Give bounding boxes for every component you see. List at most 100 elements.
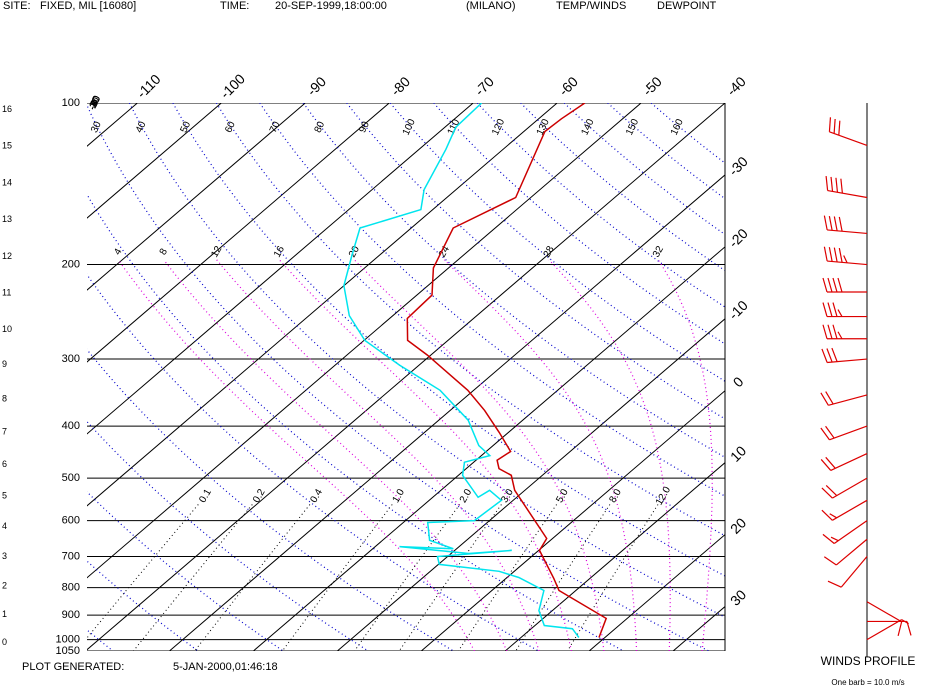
barb-stroke [822, 324, 828, 339]
dry-adiabat-label: 10 [88, 95, 103, 110]
isotherm-label: -80 [387, 73, 413, 99]
barb-stroke [830, 176, 834, 192]
isotherm-label: -110 [133, 71, 164, 102]
mixing-ratio-line [566, 504, 659, 651]
dry-adiabat [87, 193, 624, 651]
wind-barb [822, 324, 867, 340]
dry-adiabat [87, 273, 539, 651]
wind-barb [823, 246, 868, 266]
barb-stroke [822, 533, 835, 544]
barb-stroke [832, 302, 838, 317]
site: FIXED, MIL [16080] [40, 0, 136, 12]
dry-adiabat [607, 103, 725, 200]
y-tick-label: 1000 [56, 634, 80, 646]
barb-stroke [823, 215, 828, 231]
footer-time: 5-JAN-2000,01:46:18 [173, 661, 278, 673]
barb-stroke [832, 277, 838, 293]
barb-stroke [820, 392, 829, 406]
barb-stroke [827, 189, 868, 199]
moist-adiabat [548, 259, 671, 651]
wind-barb [866, 601, 903, 637]
mixing-ratio-line [281, 504, 393, 651]
plot-background [87, 103, 725, 651]
wind-barb [866, 619, 909, 641]
height-label: 12 [2, 251, 12, 261]
wind-barb [822, 302, 867, 318]
barb-stroke [828, 215, 833, 231]
barb-stroke [828, 117, 832, 132]
wind-barb [821, 477, 868, 499]
barb-stroke [827, 302, 833, 317]
dry-adiabat-label: 0 [89, 98, 102, 108]
time: 20-SEP-1999,18:00:00 [275, 0, 387, 12]
wind-note: One barb = 10.0 m/s [831, 678, 904, 687]
barb-stroke [823, 246, 828, 262]
y-tick-label: 800 [62, 582, 80, 594]
barb-stroke [829, 513, 837, 519]
barb-stroke [838, 120, 841, 136]
plot-data [343, 103, 608, 638]
barb-stroke [827, 580, 842, 588]
isotherm [87, 103, 642, 579]
wind-barb [820, 452, 868, 471]
dry-adiabat-label: 100 [401, 117, 418, 137]
header: SITE: FIXED, MIL [16080] TIME: 20-SEP-19… [3, 0, 717, 12]
barb-stroke [832, 477, 868, 499]
wind-barb [827, 556, 868, 588]
moist-adiabat [278, 259, 572, 651]
moist-adiabat [353, 259, 605, 651]
barb-stroke [897, 621, 903, 637]
height-label: 1 [2, 609, 7, 619]
y-tick-label: 1050 [56, 645, 80, 657]
barb-stroke [838, 247, 843, 263]
isotherm-label: -40 [723, 73, 749, 99]
dry-adiabat [87, 348, 454, 651]
barb-stroke [830, 452, 868, 471]
wind-barb [825, 176, 868, 199]
y-tick-label: 700 [62, 550, 80, 562]
dry-adiabat [87, 491, 284, 651]
isotherm-label: -30 [725, 153, 751, 179]
dewpoint-line [343, 103, 580, 638]
moist-adiabat [216, 259, 540, 651]
y-tick-label: 200 [62, 258, 80, 270]
isotherm-label: -50 [639, 73, 665, 99]
wind-barb [821, 347, 868, 364]
dry-adiabat-label: 160 [669, 117, 686, 137]
barb-stroke [840, 178, 843, 194]
footer: PLOT GENERATED: 5-JAN-2000,01:46:18 [22, 661, 278, 673]
isotherm-label: 10 [727, 442, 749, 464]
dry-adiabat [520, 103, 725, 272]
wind-title: WINDS PROFILE [821, 654, 916, 668]
isotherm-label: 0 [730, 373, 747, 390]
mixing-ratio-label: 12.0 [654, 485, 673, 508]
height-label: 15 [2, 141, 12, 151]
legend-entry: DEWPOINT [657, 0, 717, 12]
dry-adiabat [87, 420, 369, 651]
isotherm [169, 174, 725, 651]
barb-stroke [821, 487, 833, 499]
barb-stroke [832, 499, 868, 521]
barb-stroke [825, 456, 836, 469]
y-tick-label: 300 [62, 353, 80, 365]
isotherm [87, 103, 474, 435]
y-tick-label: 500 [62, 472, 80, 484]
height-label: 9 [2, 359, 7, 369]
barb-stroke [820, 427, 830, 441]
y-tick-label: 100 [62, 97, 80, 109]
isotherm-label: -20 [725, 225, 751, 251]
height-label: 6 [2, 459, 7, 469]
barb-stroke [829, 131, 868, 147]
plot-labels: 1002003004005006007008009001000105001234… [2, 70, 751, 657]
dry-adiabat [346, 103, 725, 420]
mixing-ratio-line [354, 504, 461, 651]
isotherm [87, 103, 222, 219]
height-label: 5 [2, 490, 7, 500]
barb-stroke [837, 309, 843, 317]
dry-adiabat [87, 629, 114, 651]
dry-adiabat [433, 103, 725, 345]
barb-stroke [829, 425, 868, 441]
moist-adiabat-label: 24 [437, 244, 452, 260]
